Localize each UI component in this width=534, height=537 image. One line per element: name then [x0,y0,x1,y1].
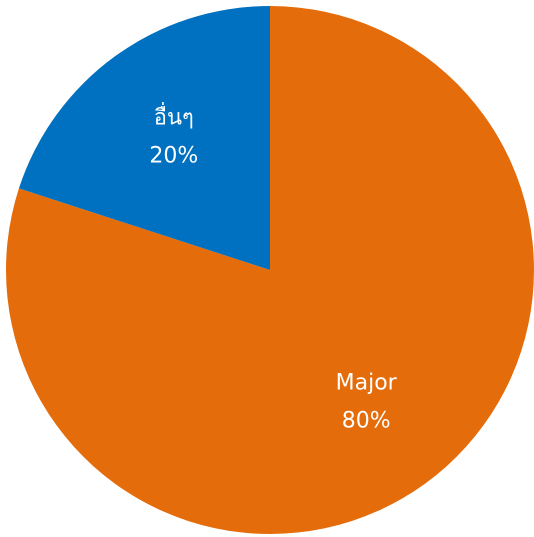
pie-slice-1 [18,6,271,270]
pie-slices [5,6,534,534]
slice-label-category-1: อื่นๆ [154,102,194,131]
slice-label-value-1: 20% [149,144,198,169]
slice-label-category-0: Major [336,370,398,395]
pie-slice-0 [5,6,534,534]
slice-label-value-0: 80% [342,408,391,433]
pie-labels: Major 80% อื่นๆ 20% [149,102,397,434]
